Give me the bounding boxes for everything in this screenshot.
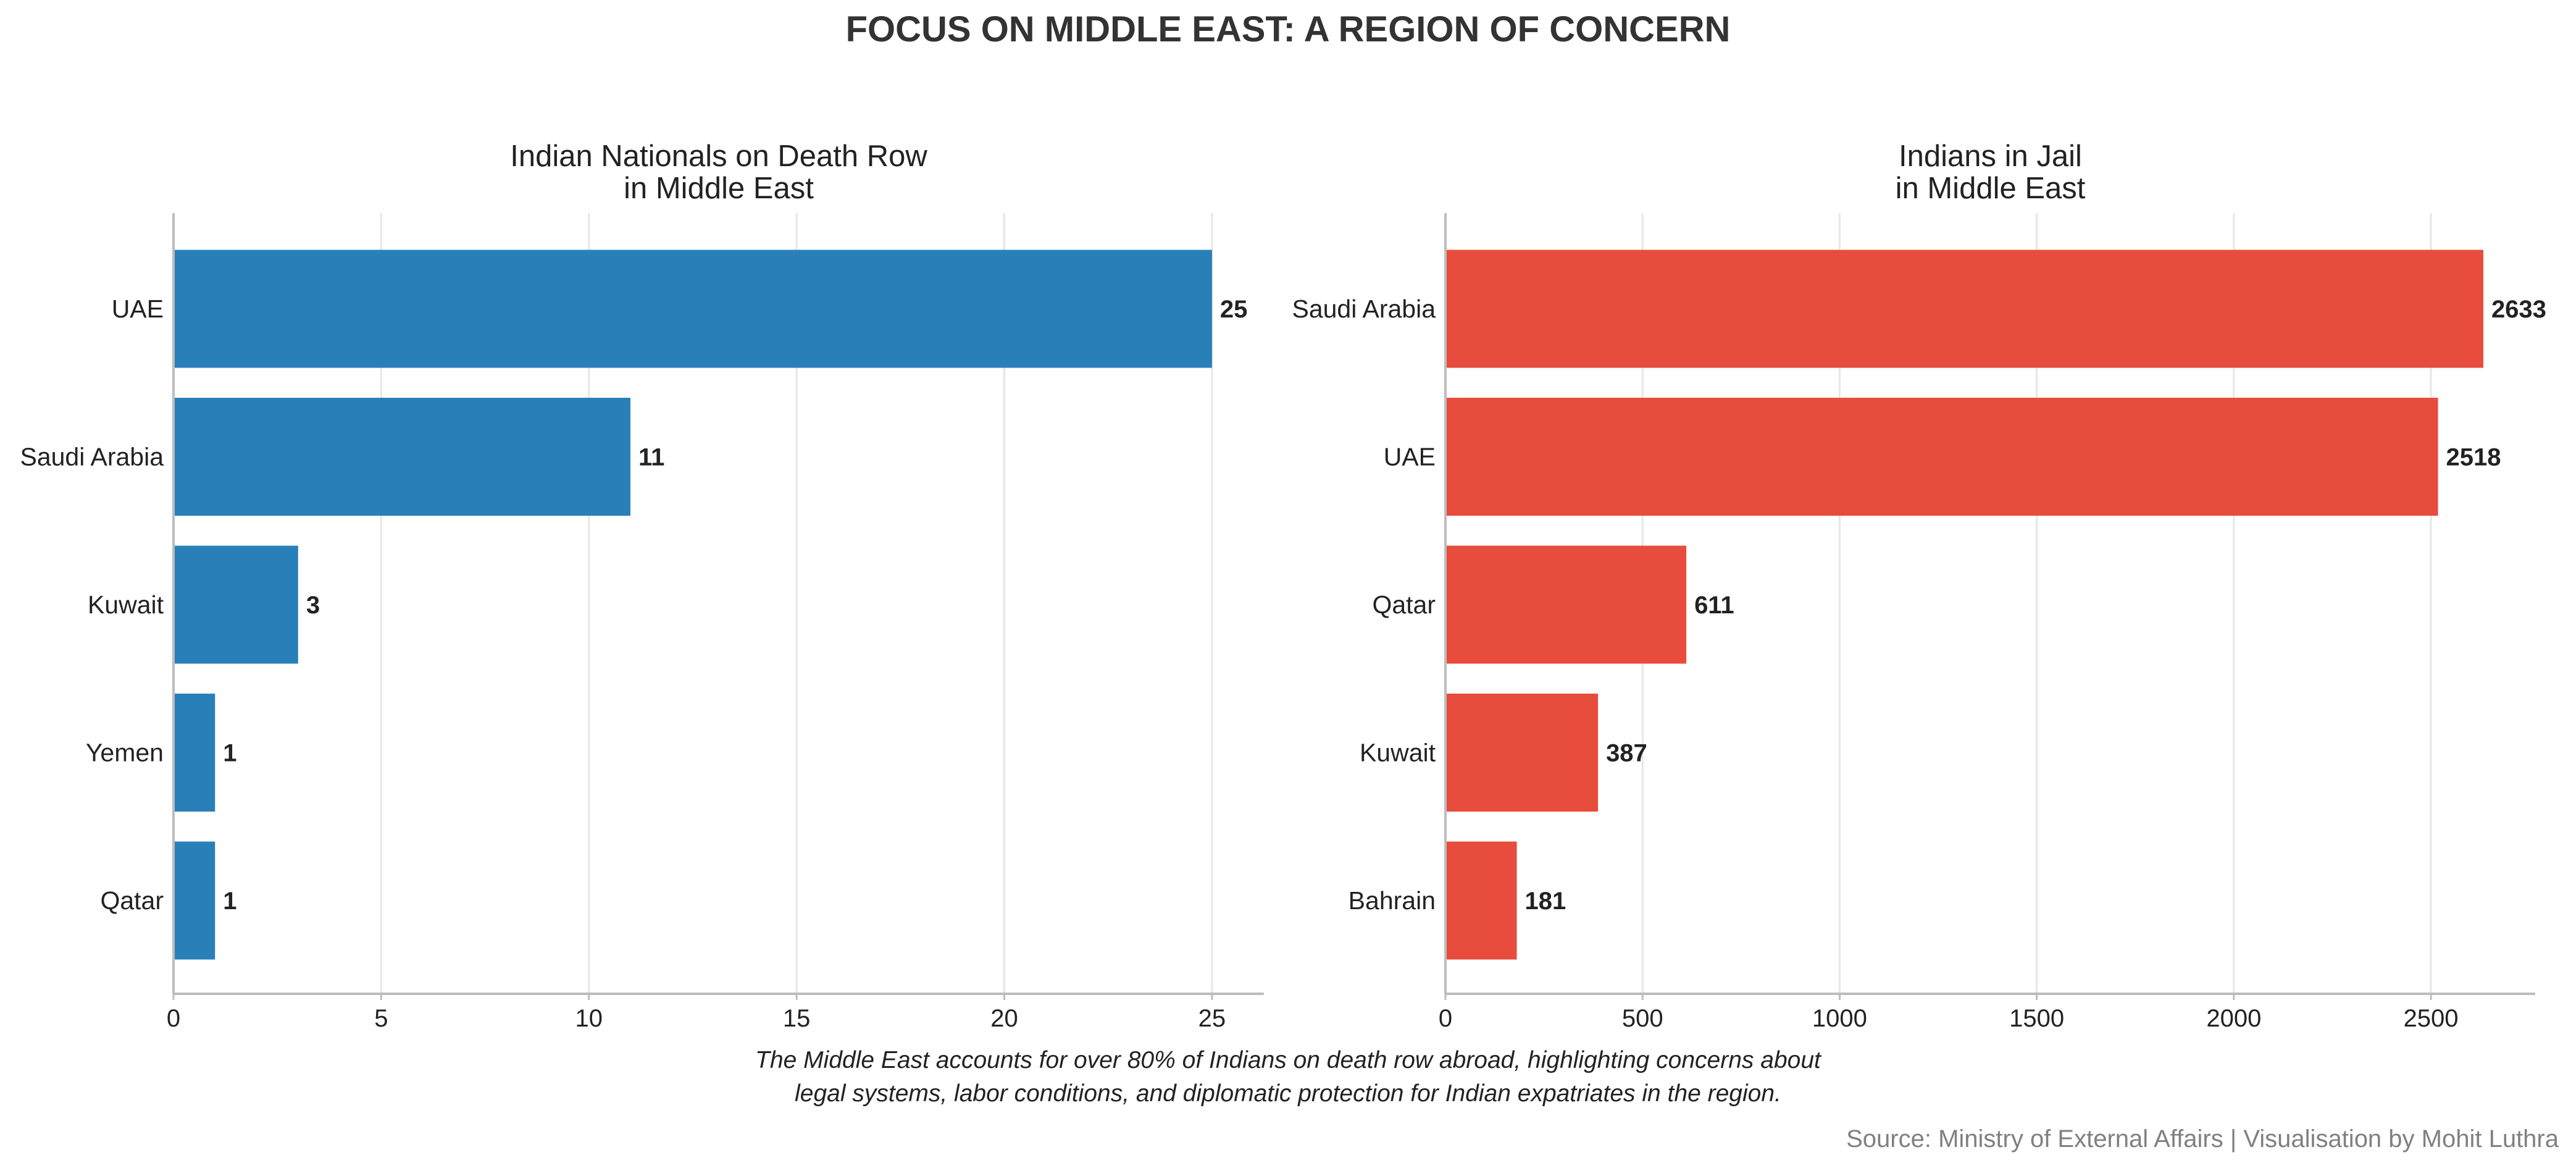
data-label: 181 — [1525, 888, 1566, 915]
x-tick-label: 500 — [1622, 1005, 1663, 1032]
bar — [1445, 694, 1599, 812]
data-label: 25 — [1220, 296, 1248, 323]
data-label: 2518 — [2446, 444, 2501, 471]
category-label: UAE — [1384, 443, 1436, 471]
x-tick-label: 20 — [990, 1005, 1018, 1032]
chart-title-line-2: in Middle East — [624, 172, 814, 205]
category-label: Qatar — [100, 886, 164, 915]
bar — [1445, 398, 2438, 516]
category-label: Kuwait — [1360, 739, 1436, 767]
bar — [174, 841, 215, 960]
data-label: 11 — [638, 444, 664, 471]
category-label: Yemen — [86, 739, 164, 767]
data-label: 387 — [1606, 740, 1647, 767]
x-tick-label: 1500 — [2009, 1005, 2064, 1032]
data-label: 3 — [306, 592, 320, 619]
category-label: Saudi Arabia — [20, 443, 164, 471]
x-tick-label: 5 — [374, 1005, 388, 1032]
source-note: Source: Ministry of External Affairs | V… — [1846, 1125, 2559, 1153]
x-tick-label: 0 — [167, 1005, 180, 1032]
x-tick-label: 1000 — [1812, 1005, 1867, 1032]
bar — [1445, 545, 1687, 664]
x-tick-label: 0 — [1439, 1005, 1452, 1032]
x-tick-label: 2500 — [2404, 1005, 2459, 1032]
category-label: Saudi Arabia — [1292, 295, 1436, 323]
x-tick-label: 25 — [1198, 1005, 1226, 1032]
chart-title-line-1: Indians in Jail — [1899, 140, 2082, 173]
x-tick-label: 10 — [575, 1005, 603, 1032]
caption-line-1: The Middle East accounts for over 80% of… — [755, 1047, 1821, 1073]
bar — [174, 398, 631, 516]
bar — [174, 545, 298, 664]
data-label: 611 — [1694, 592, 1734, 619]
figure-title: FOCUS ON MIDDLE EAST: A REGION OF CONCER… — [845, 9, 1731, 49]
bar — [1445, 250, 2483, 368]
bar — [174, 694, 215, 812]
x-tick-label: 2000 — [2206, 1005, 2261, 1032]
category-label: UAE — [112, 295, 164, 323]
x-tick-label: 15 — [783, 1005, 811, 1032]
category-label: Kuwait — [88, 590, 164, 619]
chart-title-line-1: Indian Nationals on Death Row — [510, 140, 927, 173]
category-label: Qatar — [1372, 590, 1436, 619]
data-label: 1 — [223, 740, 236, 767]
data-label: 2633 — [2491, 296, 2546, 323]
data-label: 1 — [223, 888, 236, 915]
chart-title-line-2: in Middle East — [1896, 172, 2086, 205]
bar — [174, 250, 1212, 368]
bar — [1445, 841, 1517, 960]
figure-caption: The Middle East accounts for over 80% of… — [0, 1044, 2576, 1111]
category-label: Bahrain — [1349, 886, 1436, 915]
caption-line-2: legal systems, labor conditions, and dip… — [795, 1080, 1781, 1107]
